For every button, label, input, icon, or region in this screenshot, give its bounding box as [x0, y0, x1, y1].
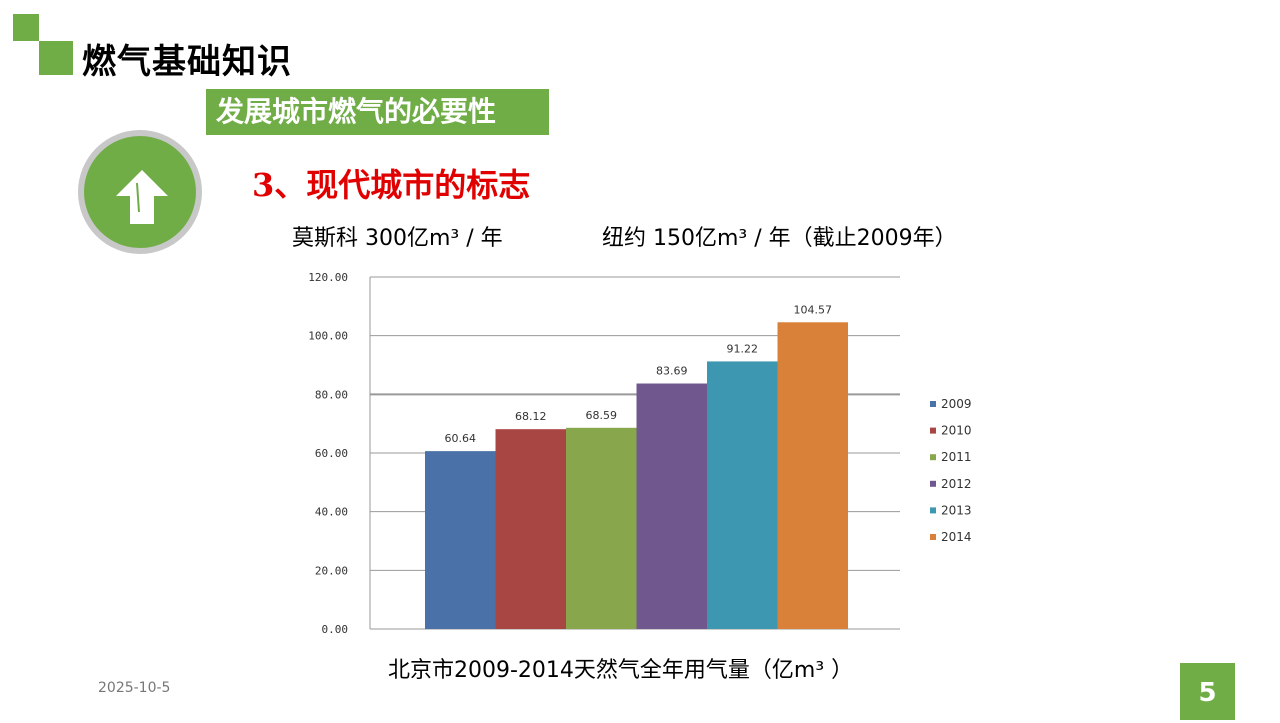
bar-2012	[636, 383, 707, 629]
legend-label: 2014	[941, 530, 972, 544]
heading: 3、现代城市的标志	[252, 166, 531, 204]
data-label: 68.59	[586, 409, 618, 422]
newyork-info: 纽约 150亿m³ / 年（截止2009年）	[602, 226, 957, 251]
y-tick-label: 20.00	[315, 564, 348, 577]
y-tick-label: 80.00	[315, 388, 348, 401]
legend-label: 2013	[941, 503, 972, 517]
legend-swatch	[930, 507, 936, 514]
bar-2013	[707, 361, 778, 629]
y-tick-label: 60.00	[315, 447, 348, 460]
bar-2011	[566, 427, 637, 629]
page-number: 5	[1180, 663, 1235, 720]
legend-swatch	[930, 534, 936, 540]
legend-swatch	[930, 401, 936, 407]
date: 2025-10-5	[98, 680, 171, 696]
bar-2014	[777, 322, 848, 629]
y-tick-label: 100.00	[308, 330, 348, 343]
legend-label: 2012	[941, 477, 972, 491]
data-label: 104.57	[794, 303, 833, 316]
up-arrow-icon	[78, 130, 202, 254]
legend-swatch	[930, 427, 936, 434]
bar-2010	[495, 429, 566, 629]
decor-square	[39, 41, 73, 75]
moscow-info: 莫斯科 300亿m³ / 年	[292, 226, 503, 251]
bar-2009	[425, 451, 496, 629]
legend-label: 2010	[941, 424, 972, 438]
y-tick-label: 0.00	[322, 623, 349, 636]
legend-swatch	[930, 454, 936, 461]
y-tick-label: 120.00	[308, 271, 348, 284]
legend-swatch	[930, 480, 936, 487]
page-title: 燃气基础知识	[82, 42, 292, 82]
chart-title: 北京市2009-2014天然气全年用气量（亿m³ ）	[388, 658, 854, 683]
data-label: 68.12	[515, 410, 547, 423]
data-label: 91.22	[727, 342, 759, 355]
data-label: 83.69	[656, 365, 688, 378]
decor-square	[13, 14, 39, 41]
legend-label: 2011	[941, 450, 972, 464]
y-tick-label: 40.00	[315, 506, 348, 519]
legend-label: 2009	[941, 397, 972, 411]
data-label: 60.64	[445, 432, 477, 445]
section-subtitle: 发展城市燃气的必要性	[206, 89, 549, 135]
